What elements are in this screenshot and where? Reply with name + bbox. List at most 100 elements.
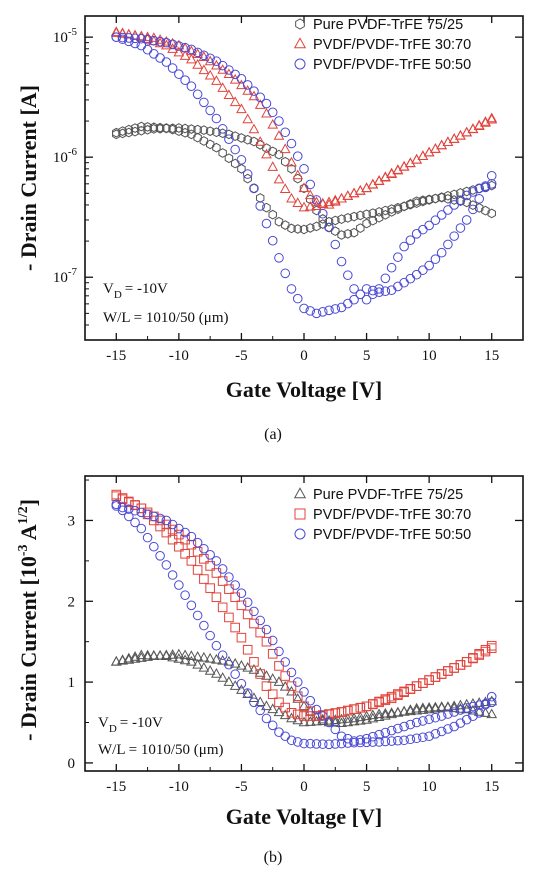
data-point: [480, 646, 491, 657]
series-square: [111, 489, 497, 721]
data-point: [436, 247, 447, 258]
data-point: [455, 705, 466, 715]
data-point: [361, 733, 372, 744]
data-point: [443, 709, 453, 719]
data-point: [155, 521, 165, 532]
data-point: [242, 644, 253, 655]
data-point: [436, 669, 447, 679]
data-point: [129, 651, 141, 661]
data-point: [423, 703, 435, 714]
data-point: [167, 534, 178, 545]
data-point: [117, 505, 128, 516]
data-point: [442, 701, 454, 712]
data-point: [255, 627, 265, 638]
data-point: [393, 723, 403, 734]
data-point: [324, 717, 334, 728]
data-point: [298, 716, 310, 727]
series-hexagon: [112, 121, 496, 240]
data-point: [461, 657, 472, 667]
data-point: [199, 50, 209, 61]
data-point: [373, 174, 385, 185]
data-point: [336, 713, 347, 724]
data-point: [292, 737, 303, 747]
data-point: [430, 143, 441, 153]
data-point: [117, 502, 128, 513]
data-point: [237, 163, 246, 174]
data-point: [174, 541, 184, 552]
data-point: [242, 80, 253, 90]
data-point: [362, 209, 371, 220]
legend: Pure PVDF-TrFE 75/25 PVDF/PVDF-TrFE 30:70…: [293, 487, 471, 543]
data-point: [436, 669, 447, 679]
data-point: [373, 711, 385, 721]
data-point: [468, 204, 478, 215]
data-point: [249, 606, 259, 617]
data-point: [436, 711, 447, 721]
data-point: [186, 53, 197, 64]
data-point: [279, 183, 291, 193]
data-point: [217, 576, 228, 586]
data-point: [379, 171, 391, 182]
data-point: [261, 681, 272, 691]
data-point: [481, 205, 490, 216]
data-point: [280, 657, 291, 667]
data-point: [130, 123, 140, 133]
data-point: [111, 491, 122, 502]
data-point: [305, 706, 316, 716]
data-point: [117, 32, 128, 43]
data-point: [249, 657, 259, 667]
legend-marker: [295, 18, 305, 30]
data-point: [343, 705, 353, 716]
data-point: [468, 200, 478, 211]
data-point: [392, 707, 404, 717]
data-point: [268, 209, 277, 220]
data-point: [299, 711, 309, 721]
data-point: [167, 39, 178, 50]
data-point: [443, 205, 453, 215]
annotation: VD = -10V W/L = 1010/50 (μm): [103, 281, 229, 326]
data-point: [205, 105, 215, 116]
data-point: [274, 116, 284, 126]
data-point: [374, 207, 384, 217]
data-point: [262, 202, 271, 213]
data-point: [380, 694, 391, 704]
data-point: [262, 143, 271, 153]
data-point: [155, 551, 165, 561]
data-point: [343, 738, 353, 748]
y-tick-labels: 0 1 2 3: [68, 513, 76, 771]
data-point: [368, 215, 378, 226]
data-point: [455, 195, 466, 206]
data-point: [205, 630, 215, 641]
data-point: [373, 708, 385, 719]
data-point: [368, 289, 378, 300]
data-point: [179, 50, 191, 60]
x-tick-label: 0: [300, 348, 308, 364]
data-point: [186, 81, 197, 92]
data-point: [261, 218, 272, 229]
data-point: [448, 700, 460, 711]
data-point: [236, 678, 247, 689]
data-point: [167, 519, 178, 530]
y-tick-label: 10-7: [53, 266, 78, 286]
data-point: [443, 724, 453, 734]
series-circle: [111, 32, 497, 319]
data-point: [399, 241, 409, 252]
data-point: [374, 284, 384, 294]
annotation-wl: W/L = 1010/50 (μm): [103, 310, 229, 326]
data-point: [480, 698, 491, 709]
data-point: [399, 201, 409, 212]
data-point: [393, 689, 403, 699]
data-point: [436, 139, 448, 150]
data-point: [398, 160, 410, 171]
data-point: [393, 204, 403, 215]
data-point: [280, 268, 291, 279]
data-point: [430, 215, 441, 226]
data-point: [399, 735, 409, 746]
data-point: [224, 134, 234, 144]
data-point: [230, 131, 240, 142]
data-point: [224, 65, 234, 75]
data-point: [387, 207, 396, 217]
data-point: [211, 653, 222, 664]
data-point: [317, 307, 328, 317]
